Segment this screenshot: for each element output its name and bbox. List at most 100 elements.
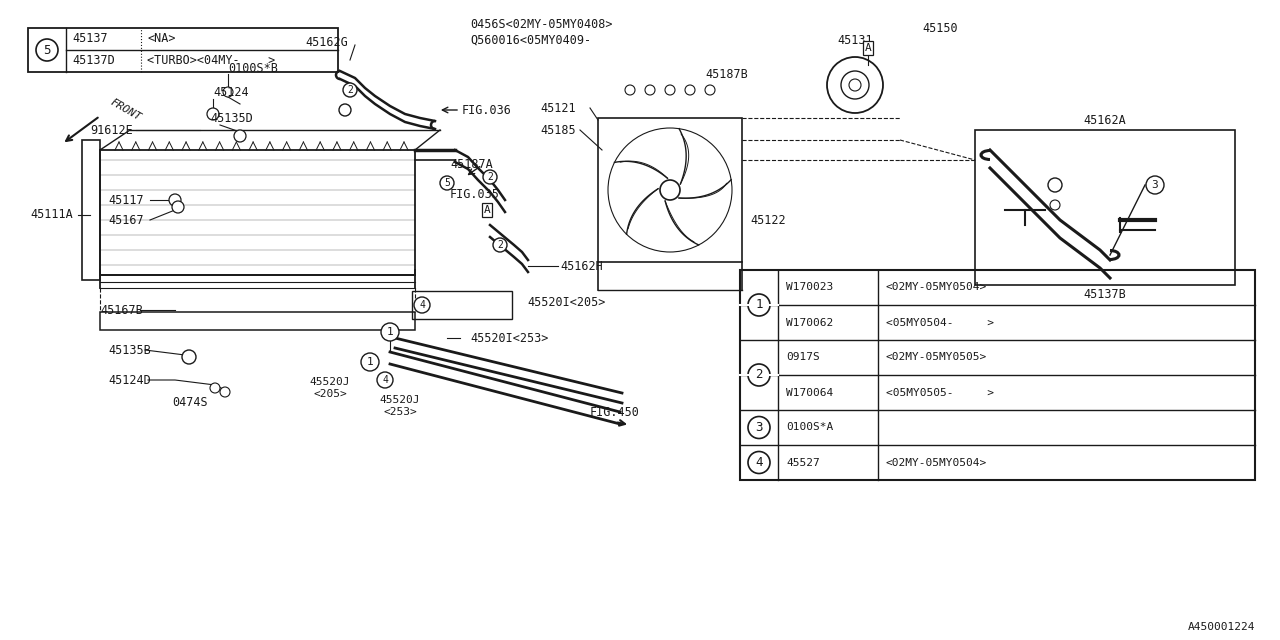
Text: <05MY0505-     >: <05MY0505- > [886,387,995,397]
Circle shape [666,85,675,95]
Bar [28,28,338,72]
Bar [100,312,415,330]
Circle shape [625,85,635,95]
Text: <205>: <205> [314,389,347,399]
Text: FRONT: FRONT [108,97,142,123]
Circle shape [660,180,680,200]
Text: 45162H: 45162H [561,259,603,273]
Text: <NA>: <NA> [147,33,175,45]
Text: 1: 1 [755,298,763,312]
Text: 45520I<253>: 45520I<253> [470,332,548,344]
Text: 3: 3 [755,421,763,434]
Text: 45167: 45167 [108,214,143,227]
Bar [975,130,1235,285]
Circle shape [339,104,351,116]
Text: 45187B: 45187B [705,68,748,81]
Text: <02MY-05MY0504>: <02MY-05MY0504> [886,282,987,292]
Text: 45137D: 45137D [72,54,115,67]
Circle shape [1050,200,1060,210]
Circle shape [748,294,771,316]
Text: 45137B: 45137B [1084,289,1126,301]
Circle shape [685,85,695,95]
Circle shape [1048,178,1062,192]
Text: 2: 2 [488,172,493,182]
Text: 45187A: 45187A [451,157,493,170]
Text: 45167B: 45167B [100,303,143,317]
Text: W170064: W170064 [786,387,833,397]
Bar [82,140,100,280]
Circle shape [493,238,507,252]
Text: 0100S*B: 0100S*B [228,61,278,74]
Text: 45121: 45121 [540,102,576,115]
Text: 0917S: 0917S [786,353,819,362]
Bar [740,270,1254,480]
Text: 45520J: 45520J [380,395,420,405]
Text: 45185: 45185 [540,124,576,136]
Text: 1: 1 [387,327,393,337]
Text: 1: 1 [366,357,374,367]
Text: 2: 2 [497,240,503,250]
Text: 45137: 45137 [72,33,108,45]
Text: 0100S*A: 0100S*A [786,422,833,433]
Text: 0456S<02MY-05MY0408>: 0456S<02MY-05MY0408> [470,19,613,31]
Circle shape [172,201,184,213]
Circle shape [169,194,180,206]
Text: 4: 4 [381,375,388,385]
Text: 2: 2 [755,369,763,381]
Bar [412,291,512,319]
Text: 45111A: 45111A [29,209,73,221]
Circle shape [220,387,230,397]
Text: FIG.036: FIG.036 [462,104,512,116]
Text: Q560016<05MY0409-: Q560016<05MY0409- [470,33,591,47]
Text: <02MY-05MY0505>: <02MY-05MY0505> [886,353,987,362]
Text: W170023: W170023 [786,282,833,292]
Circle shape [234,130,246,142]
Text: 5: 5 [444,178,451,188]
Circle shape [1146,176,1164,194]
Bar [598,118,742,262]
Text: 4: 4 [755,456,763,469]
Circle shape [36,39,58,61]
Text: <TURBO><04MY-    >: <TURBO><04MY- > [147,54,275,67]
Text: 45131: 45131 [837,33,873,47]
Text: 2: 2 [347,85,353,95]
Text: FIG.450: FIG.450 [590,406,640,419]
Text: 45520J: 45520J [310,377,351,387]
Text: 45162G: 45162G [305,36,348,49]
Text: 45135B: 45135B [108,344,151,356]
Circle shape [705,85,716,95]
Text: 91612E: 91612E [90,124,133,136]
Circle shape [645,85,655,95]
Circle shape [378,372,393,388]
Circle shape [748,451,771,474]
Circle shape [748,364,771,386]
Circle shape [207,108,219,120]
Text: W170062: W170062 [786,317,833,328]
Circle shape [343,83,357,97]
Text: 45124D: 45124D [108,374,151,387]
Text: 45150: 45150 [922,22,957,35]
Circle shape [381,323,399,341]
Text: 45117: 45117 [108,193,143,207]
Text: 45527: 45527 [786,458,819,467]
Circle shape [182,350,196,364]
Text: A: A [864,43,872,53]
Text: 45122: 45122 [750,214,786,227]
Text: <02MY-05MY0504>: <02MY-05MY0504> [886,458,987,467]
Text: A450001224: A450001224 [1188,622,1254,632]
Text: 45162A: 45162A [1084,113,1126,127]
Text: 0474S: 0474S [173,396,207,408]
Text: 5: 5 [44,44,51,56]
Circle shape [748,417,771,438]
Text: A: A [484,205,490,215]
Circle shape [440,176,454,190]
Circle shape [210,383,220,393]
Text: 45124: 45124 [212,86,248,99]
Text: 4: 4 [419,300,425,310]
Circle shape [413,297,430,313]
Text: <253>: <253> [383,407,417,417]
Circle shape [361,353,379,371]
Text: 3: 3 [1152,180,1158,190]
Text: FIG.035: FIG.035 [451,189,500,202]
Text: 45135D: 45135D [210,113,252,125]
